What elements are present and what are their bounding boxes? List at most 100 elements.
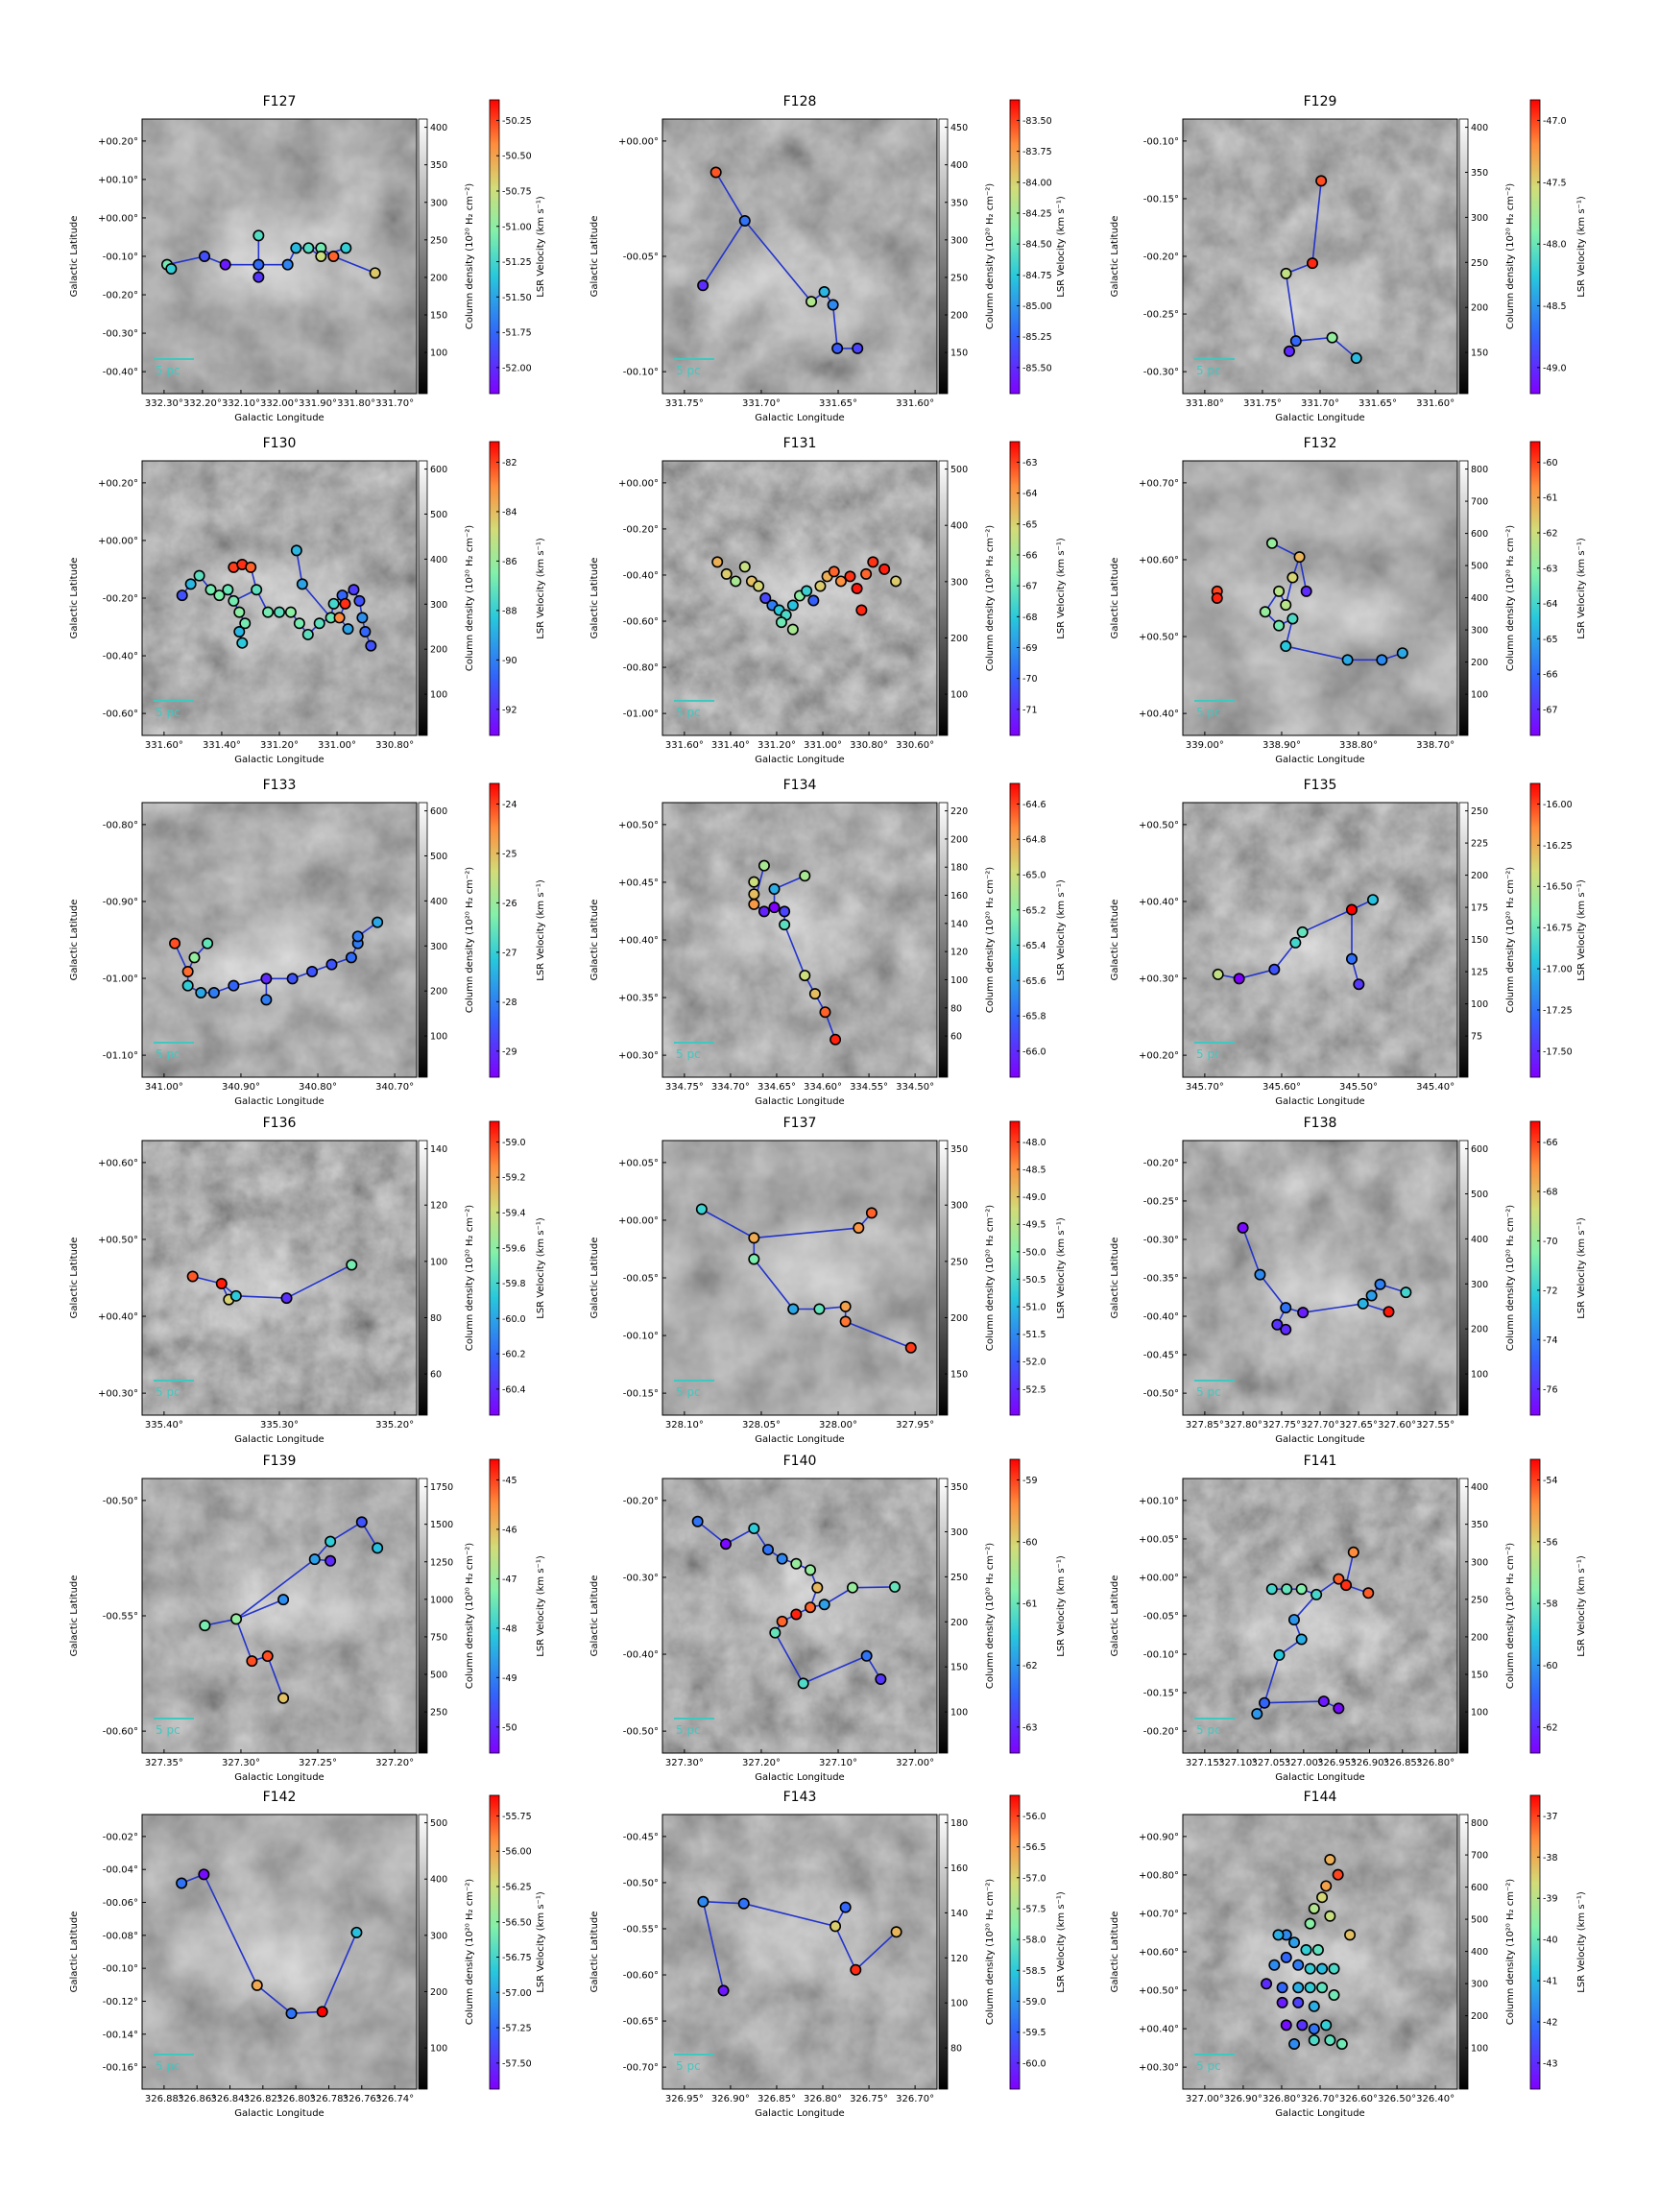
mst-edge — [1302, 908, 1353, 933]
y-tick-label: +00.00° — [98, 536, 138, 546]
clump-node — [1374, 1278, 1386, 1290]
clump-node — [165, 263, 178, 276]
y-tick-label: -00.45° — [1143, 1351, 1179, 1361]
cbar2-tick-label: -48 — [502, 1623, 517, 1634]
clump-node — [867, 556, 879, 568]
y-tick-label: -00.35° — [1143, 1274, 1179, 1285]
mst-edge — [834, 1926, 856, 1971]
cbar2-tick-label: -60.0 — [502, 1314, 526, 1325]
cbar1-tick-label: 100 — [430, 2044, 447, 2055]
mst-edge — [1298, 556, 1308, 592]
clump-node — [1211, 592, 1223, 605]
cbar1-label: Column density (10²⁰ H₂ cm⁻²) — [465, 1205, 475, 1351]
y-axis-label: Galactic Latitude — [1110, 558, 1120, 639]
cbar2-tick-label: -17.50 — [1543, 1046, 1573, 1057]
x-tick-label: 332.30° — [145, 398, 183, 409]
cbar2-tick-label: -84.00 — [1022, 178, 1052, 188]
clump-node — [325, 1554, 337, 1567]
panel-f137: F137 328.10° 328.05° 328.00° 327.95° +00.05° +… — [528, 1112, 1067, 1448]
cbar1-tick-label: 100 — [430, 690, 447, 701]
clump-node — [776, 1615, 788, 1627]
cbar1-tick-label: 100 — [1471, 2044, 1488, 2055]
emission-glow — [696, 1872, 905, 1994]
cbar1-tick-label: 140 — [430, 1144, 447, 1155]
y-tick-label: +00.35° — [618, 994, 659, 1004]
cbar1-tick-label: 500 — [430, 1671, 447, 1681]
cbar2-tick-label: -60 — [1543, 458, 1558, 469]
clump-node — [827, 299, 839, 311]
clump-node — [851, 582, 863, 594]
cbar1-label: Column density (10²⁰ H₂ cm⁻²) — [985, 525, 996, 671]
clump-node — [1288, 2037, 1301, 2050]
cbar2-tick-label: -70 — [1543, 1237, 1558, 1247]
emission-glow — [710, 1214, 921, 1335]
panel-plot: 327.00° 326.90° 326.80° 326.70° 326.60° 326.5… — [1110, 1794, 1587, 2119]
cbar2-tick-label: -48.0 — [1022, 1138, 1046, 1148]
cbar2-tick-label: -46 — [502, 1525, 517, 1535]
cbar2-tick-label: -42 — [1543, 2017, 1558, 2028]
clump-node — [748, 1232, 760, 1244]
column-density-colorbar — [1458, 1140, 1469, 1416]
y-tick-label: +00.50° — [98, 1235, 138, 1245]
panel-f138: F138 327.85° 327.80° 327.75° 327.70° 327.65° 3… — [1048, 1112, 1587, 1448]
x-tick-label: 330.80° — [375, 740, 414, 751]
mst-edge — [774, 1632, 805, 1684]
cbar1-tick-label: 750 — [430, 1632, 447, 1643]
cbar2-label: LSR Velocity (km s⁻¹) — [1056, 1891, 1067, 1993]
y-tick-label: +00.40° — [1139, 2025, 1179, 2035]
scale-bar-label: 5 pc — [1196, 1385, 1221, 1399]
clump-node — [261, 1650, 274, 1663]
clump-node — [372, 916, 384, 928]
clump-node — [1340, 1579, 1353, 1592]
cbar2-label: LSR Velocity (km s⁻¹) — [536, 538, 546, 639]
clump-node — [325, 958, 338, 971]
velocity-colorbar — [1529, 782, 1541, 1078]
scale-bar-label: 5 pc — [156, 706, 180, 719]
x-tick-label: 331.20° — [757, 740, 796, 751]
cbar2-tick-label: -59 — [1022, 1476, 1038, 1486]
cbar1-tick-label: 1500 — [430, 1520, 453, 1530]
scale-bar-label: 5 pc — [676, 1723, 701, 1737]
cbar1-tick-label: 60 — [950, 1032, 962, 1043]
clump-node — [1259, 1696, 1271, 1709]
cbar2-tick-label: -47.5 — [1543, 178, 1567, 188]
cbar1-tick-label: 150 — [1471, 935, 1488, 946]
x-tick-label: 327.70° — [1301, 1420, 1339, 1431]
mst-edge — [852, 1586, 896, 1589]
axes-frame — [661, 1814, 938, 2090]
emission-glow — [1205, 1567, 1414, 1689]
clump-node — [301, 628, 314, 640]
y-axis-label: Galactic Latitude — [69, 1575, 80, 1657]
clump-node — [353, 594, 366, 607]
x-tick-label: 345.50° — [1339, 1082, 1378, 1093]
cbar1-label: Column density (10²⁰ H₂ cm⁻²) — [1505, 183, 1516, 329]
cbar2-tick-label: -86 — [502, 557, 517, 567]
panel-plot: 326.95° 326.90° 326.85° 326.80° 326.75° 326.7… — [589, 1794, 1067, 2119]
cbar1-tick-label: 350 — [950, 1482, 968, 1493]
x-tick-label: 326.60° — [1339, 2094, 1378, 2104]
clump-node — [1304, 1962, 1316, 1975]
y-tick-label: -00.60° — [103, 1727, 138, 1738]
x-tick-label: 326.95° — [1317, 1758, 1356, 1768]
panel-plot: 327.85° 327.80° 327.75° 327.70° 327.65° 327.6… — [1110, 1120, 1587, 1445]
clump-node — [181, 979, 194, 992]
mst-edge — [1295, 336, 1333, 342]
cbar2-tick-label: -51.50 — [502, 293, 532, 303]
cbar1-tick-label: 500 — [950, 465, 968, 475]
x-tick-label: 331.70° — [1301, 398, 1339, 409]
clump-node — [1286, 571, 1299, 584]
y-axis-label: Galactic Latitude — [69, 1911, 80, 1993]
x-tick-label: 331.40° — [711, 740, 750, 751]
cbar1-tick-label: 600 — [430, 465, 447, 475]
y-tick-label: -00.50° — [623, 1878, 659, 1888]
cbar1-tick-label: 300 — [1471, 1980, 1488, 1990]
x-tick-label: 335.30° — [260, 1420, 299, 1431]
cbar1-tick-label: 200 — [950, 311, 968, 322]
panel-f133: F133 341.00° 340.90° 340.80° 340.70° -00.80° -… — [8, 774, 546, 1110]
x-axis-label: Galactic Longitude — [755, 755, 844, 765]
clump-node — [730, 575, 742, 588]
cbar1-tick-label: 600 — [430, 806, 447, 817]
x-tick-label: 326.80° — [1416, 1758, 1455, 1768]
cbar1-label: Column density (10²⁰ H₂ cm⁻²) — [465, 1543, 475, 1689]
clump-node — [1311, 1944, 1324, 1957]
